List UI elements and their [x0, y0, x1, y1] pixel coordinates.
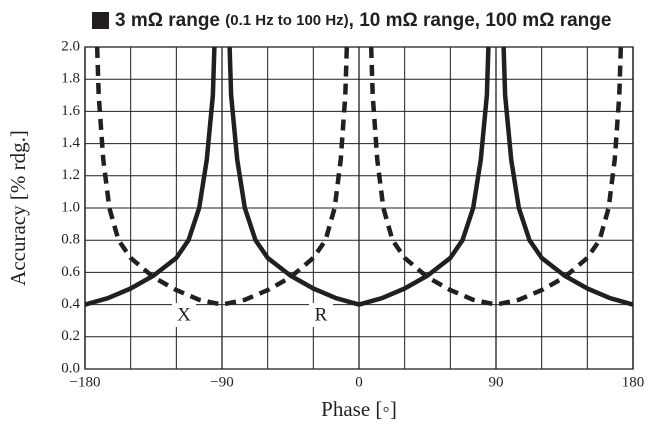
x-axis-label: Phase [◦] [321, 397, 397, 421]
y-tick-label: 1.6 [61, 103, 80, 119]
label-background [309, 303, 333, 327]
annotation: R [315, 304, 328, 325]
x-tick-label: 90 [489, 374, 504, 390]
x-tick-label: −90 [210, 374, 233, 390]
annotation: X [177, 304, 191, 325]
y-tick-label: 0.2 [61, 328, 80, 344]
plot-frame [84, 46, 634, 370]
y-tick-label: 0.6 [61, 264, 80, 280]
y-tick-label: 0.0 [61, 360, 80, 376]
y-tick-label: 0.8 [61, 232, 80, 248]
x-tick-label: 0 [355, 374, 363, 390]
y-tick-label: 0.4 [61, 296, 80, 312]
title-part: 3 mΩ range [115, 10, 225, 31]
y-tick-label: 1.2 [61, 167, 80, 183]
y-tick-label: 2.0 [61, 38, 80, 54]
title-part: (0.1 Hz to 100 Hz) [225, 12, 348, 29]
x-tick-label: 180 [622, 374, 645, 390]
y-tick-label: 1.0 [61, 199, 80, 215]
title-part: , 10 mΩ range, 100 mΩ range [349, 10, 612, 31]
y-tick-label: 1.4 [61, 135, 80, 151]
y-tick-label: 1.8 [61, 71, 80, 87]
title-marker [92, 12, 109, 29]
label-background [172, 303, 196, 327]
chart-title: 3 mΩ range (0.1 Hz to 100 Hz), 10 mΩ ran… [115, 10, 611, 31]
y-axis-label: Accuracy [% rdg.] [6, 130, 30, 286]
x-tick-label: −180 [70, 374, 101, 390]
series-line [85, 47, 633, 307]
